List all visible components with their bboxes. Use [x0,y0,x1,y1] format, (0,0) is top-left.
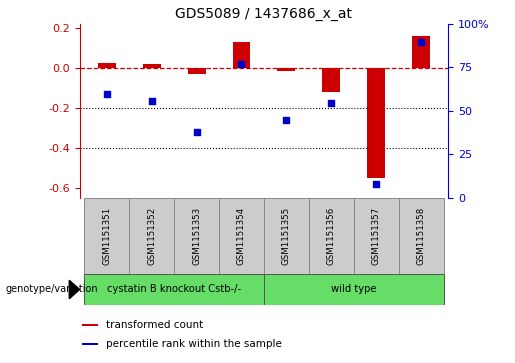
Bar [143,64,161,68]
Bar [399,198,443,274]
Bar [232,42,250,68]
Bar [278,68,296,71]
Point [148,98,156,103]
Bar [219,198,264,274]
Bar [367,68,385,178]
Bar [84,198,129,274]
Text: wild type: wild type [331,285,376,294]
Title: GDS5089 / 1437686_x_at: GDS5089 / 1437686_x_at [176,7,352,21]
Text: percentile rank within the sample: percentile rank within the sample [106,339,282,349]
Bar [98,63,116,68]
Bar [129,198,174,274]
Point [417,39,425,45]
Point [327,100,335,106]
Text: GSM1151351: GSM1151351 [102,207,111,265]
Bar [412,36,430,68]
Text: GSM1151356: GSM1151356 [327,207,336,265]
Bar [309,198,354,274]
Bar [264,274,443,305]
Point [237,61,246,66]
Bar [264,198,309,274]
Text: GSM1151352: GSM1151352 [147,207,156,265]
Bar [84,274,264,305]
Text: GSM1151358: GSM1151358 [417,207,425,265]
Text: GSM1151354: GSM1151354 [237,207,246,265]
Point [282,117,290,123]
Bar [82,324,98,326]
Point [193,129,201,135]
Text: GSM1151357: GSM1151357 [372,207,381,265]
Polygon shape [69,280,79,299]
Point [372,181,380,187]
Point [102,91,111,97]
Text: transformed count: transformed count [106,320,203,330]
Bar [322,68,340,92]
Text: genotype/variation: genotype/variation [5,285,98,294]
Bar [187,68,205,74]
Text: GSM1151353: GSM1151353 [192,207,201,265]
Text: cystatin B knockout Cstb-/-: cystatin B knockout Cstb-/- [107,285,241,294]
Bar [82,343,98,345]
Bar [174,198,219,274]
Text: GSM1151355: GSM1151355 [282,207,291,265]
Bar [354,198,399,274]
